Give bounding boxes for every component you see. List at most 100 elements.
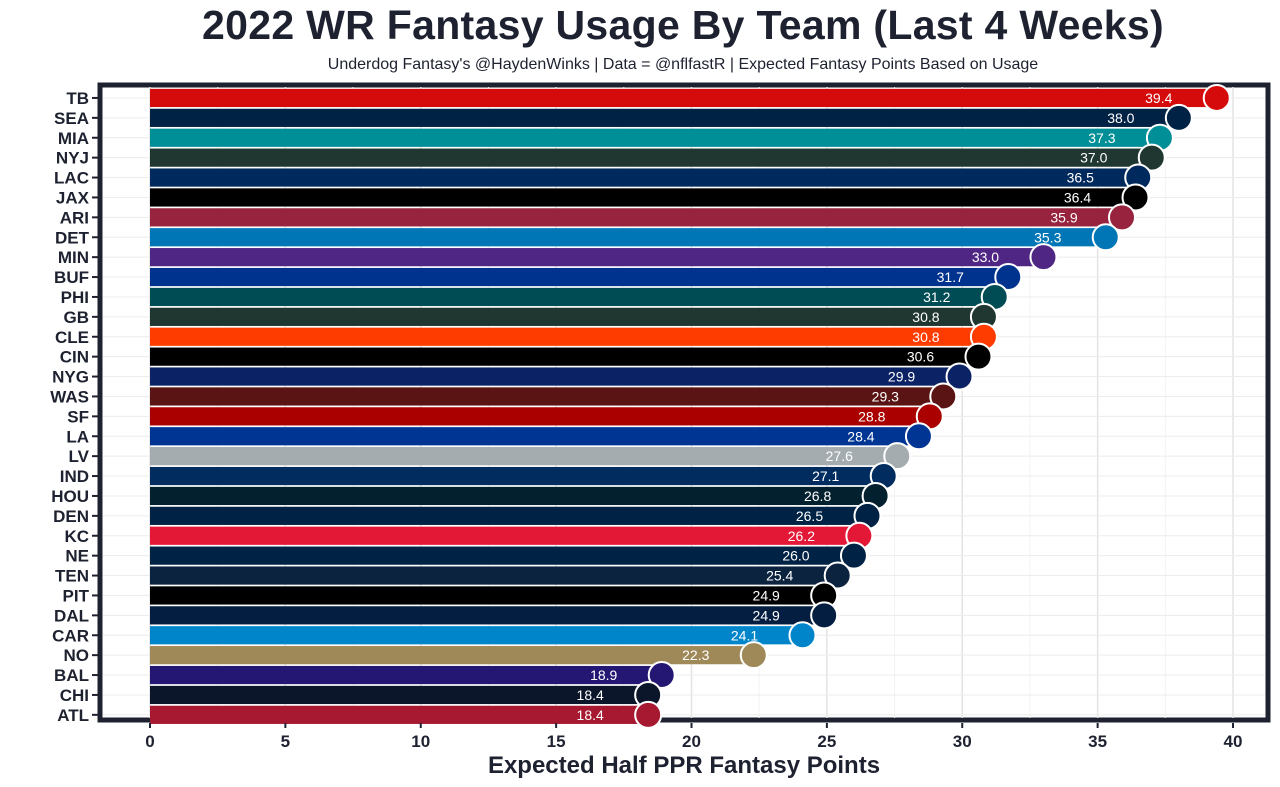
ravens-logo (647, 661, 676, 690)
x-tick-label: 10 (411, 732, 430, 751)
saints-logo (739, 641, 768, 670)
bar-ind (150, 466, 884, 486)
cowboys-logo (810, 601, 839, 630)
chart-title: 2022 WR Fantasy Usage By Team (Last 4 We… (202, 2, 1164, 48)
x-axis-title: Expected Half PPR Fantasy Points (488, 752, 880, 779)
raiders-logo (883, 442, 912, 471)
value-label: 38.0 (1107, 110, 1134, 126)
value-label: 30.8 (912, 329, 939, 345)
giants-logo (945, 362, 974, 391)
x-tick-label: 0 (145, 732, 154, 751)
bar-tb (150, 88, 1217, 108)
y-tick-label: PHI (61, 288, 89, 307)
value-label: 31.7 (937, 269, 964, 285)
value-label: 27.6 (826, 448, 853, 464)
seahawks-logo (1164, 103, 1193, 132)
y-tick-label: BUF (54, 268, 89, 287)
y-tick-label: LAC (54, 169, 89, 188)
buccaneers-logo (1202, 83, 1231, 112)
bar-kc (150, 526, 860, 545)
value-label: 36.4 (1064, 189, 1091, 205)
y-tick-label: NO (64, 646, 90, 665)
bar-bal (150, 665, 662, 685)
bar-nyj (150, 148, 1152, 167)
value-label: 26.2 (788, 528, 815, 544)
bar-cle (150, 327, 984, 346)
bar-pit (150, 586, 825, 605)
value-label: 37.0 (1080, 150, 1107, 166)
panthers-logo (788, 621, 817, 650)
y-tick-label: TB (66, 89, 89, 108)
y-tick-label: NYG (52, 368, 89, 387)
vikings-logo (1029, 243, 1058, 272)
bar-no (150, 646, 754, 665)
bar-hou (150, 486, 876, 506)
y-tick-label: PIT (63, 586, 90, 605)
bills-logo (994, 263, 1023, 292)
y-tick-label: GB (64, 308, 90, 327)
bar-min (150, 248, 1044, 267)
bar-phi (150, 287, 995, 307)
y-tick-label: LA (66, 427, 89, 446)
bar-buf (150, 267, 1009, 287)
value-label: 35.3 (1034, 229, 1061, 245)
value-label: 39.4 (1145, 90, 1172, 106)
bar-lac (150, 168, 1139, 187)
commanders-logo (929, 382, 958, 411)
jets-logo (1137, 143, 1166, 172)
y-tick-label: WAS (50, 387, 89, 406)
value-label: 33.0 (972, 249, 999, 265)
falcons-logo (634, 700, 663, 729)
y-tick-label: LV (69, 447, 90, 466)
y-tick-label: BAL (54, 666, 89, 685)
bar-lv (150, 447, 898, 466)
bar-nyg (150, 367, 960, 386)
value-label: 22.3 (682, 647, 709, 663)
value-label: 26.8 (804, 488, 831, 504)
value-label: 28.4 (847, 428, 874, 444)
value-label: 18.4 (577, 707, 604, 723)
bar-den (150, 506, 868, 525)
bar-sf (150, 407, 930, 426)
value-label: 29.3 (872, 388, 899, 404)
bar-atl (150, 705, 649, 724)
x-tick-label: 5 (281, 732, 290, 751)
bar-was (150, 387, 944, 406)
x-axis-labels: 0 5 10 15 20 25 30 35 40 (145, 723, 1242, 751)
x-tick-label: 40 (1224, 732, 1243, 751)
value-label: 30.6 (907, 349, 934, 365)
y-tick-label: CHI (60, 686, 89, 705)
bar-det (150, 228, 1106, 247)
y-tick-label: HOU (51, 487, 89, 506)
value-label: 31.2 (923, 289, 950, 305)
bars (150, 88, 1217, 724)
value-label: 18.9 (590, 667, 617, 683)
titans-logo (823, 561, 852, 590)
y-tick-label: SF (67, 407, 89, 426)
value-label: 25.4 (766, 568, 793, 584)
y-axis-labels: TBSEAMIANYJLACJAXARIDETMINBUFPHIGBCLECIN… (50, 89, 98, 725)
y-tick-label: DAL (54, 606, 89, 625)
y-tick-label: KC (64, 527, 89, 546)
value-label: 37.3 (1088, 130, 1115, 146)
value-label: 26.5 (796, 508, 823, 524)
value-label: 30.8 (912, 309, 939, 325)
y-tick-label: MIA (58, 129, 89, 148)
bengals-logo (964, 342, 993, 371)
y-tick-label: TEN (55, 567, 89, 586)
bar-dal (150, 606, 825, 625)
cardinals-logo (1107, 203, 1136, 232)
x-tick-label: 35 (1088, 732, 1107, 751)
y-tick-label: JAX (56, 188, 90, 207)
y-tick-label: NE (65, 547, 89, 566)
bar-jax (150, 188, 1136, 207)
x-tick-label: 20 (682, 732, 701, 751)
value-label: 24.9 (753, 587, 780, 603)
x-tick-label: 30 (953, 732, 972, 751)
value-label: 36.5 (1067, 170, 1094, 186)
bar-la (150, 427, 919, 446)
y-tick-label: DET (55, 228, 90, 247)
y-tick-label: MIN (58, 248, 89, 267)
y-tick-label: SEA (54, 109, 89, 128)
